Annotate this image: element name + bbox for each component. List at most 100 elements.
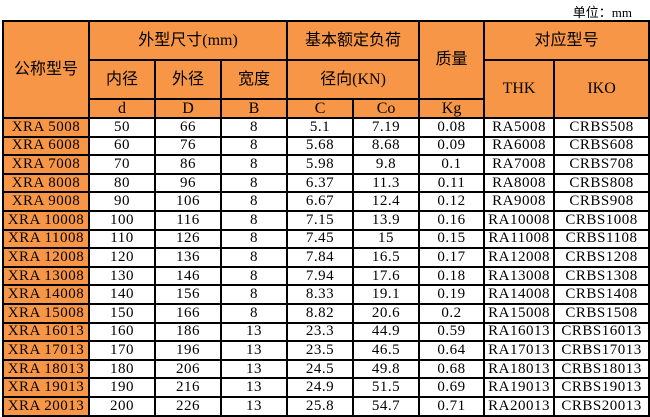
cell-outer-D: 136 [154,247,222,268]
cell-load-C: 7.94 [286,265,355,287]
cell-iko-model: CRBS808 [553,172,650,194]
cell-outer-D: 76 [154,135,222,157]
cell-thk-model: RA10008 [483,209,556,231]
header-model: 公称型号 [2,20,90,119]
cell-width-B: 13 [219,377,289,398]
cell-outer-D: 116 [154,209,222,231]
cell-load-Co: 16.5 [352,247,421,268]
cell-inner-d: 130 [88,265,156,287]
cell-iko-model: CRBS1408 [553,284,650,305]
table-row: XRA 9008 90 106 8 6.67 12.4 0.12 RA9008 CRBS908 [2,191,650,212]
header-d: d [88,98,156,119]
cell-inner-d: 200 [88,395,156,417]
cell-thk-model: RA19013 [483,377,556,398]
cell-outer-D: 146 [154,265,222,287]
header-kg: Kg [418,98,486,119]
header-Co: Co [352,98,421,119]
cell-load-C: 24.5 [286,358,355,380]
cell-mass-kg: 0.17 [418,247,486,268]
table-row: XRA 11008 110 126 8 7.45 15 0.15 RA11008 CRBS110… [2,228,650,250]
cell-mass-kg: 0.64 [418,340,486,361]
cell-outer-D: 206 [154,358,222,380]
cell-model: XRA 15008 [2,302,90,324]
cell-load-Co: 51.5 [352,377,421,398]
table-row: XRA 15008 150 166 8 8.82 20.6 0.2 RA15008 CRBS15… [2,302,650,324]
table-row: XRA 7008 70 86 8 5.98 9.8 0.1 RA7008 CRBS708 [2,154,650,175]
cell-model: XRA 12008 [2,247,90,268]
cell-iko-model: CRBS608 [553,135,650,157]
header-outer: 外径 [154,59,222,100]
cell-model: XRA 19013 [2,377,90,398]
cell-iko-model: CRBS17013 [553,340,650,361]
cell-inner-d: 60 [88,135,156,157]
table-row: XRA 8008 80 96 8 6.37 11.3 0.11 RA8008 CRBS808 [2,172,650,194]
cell-thk-model: RA11008 [483,228,556,250]
cell-iko-model: CRBS18013 [553,358,650,380]
cell-load-Co: 13.9 [352,209,421,231]
cell-model: XRA 16013 [2,321,90,343]
cell-iko-model: CRBS1008 [553,209,650,231]
cell-mass-kg: 0.2 [418,302,486,324]
cell-outer-D: 66 [154,117,222,138]
cell-iko-model: CRBS20013 [553,395,650,417]
cell-load-Co: 15 [352,228,421,250]
cell-load-Co: 9.8 [352,154,421,175]
cell-model: XRA 6008 [2,135,90,157]
table-row: XRA 20013 200 226 13 25.8 54.7 0.71 RA20013 CRBS… [2,395,650,417]
cell-load-C: 6.67 [286,191,355,212]
cell-width-B: 8 [219,154,289,175]
cell-mass-kg: 0.68 [418,358,486,380]
cell-load-C: 7.84 [286,247,355,268]
cell-model: XRA 7008 [2,154,90,175]
table-row: XRA 6008 60 76 8 5.68 8.68 0.09 RA6008 CRBS608 [2,135,650,157]
cell-inner-d: 100 [88,209,156,231]
cell-mass-kg: 0.69 [418,377,486,398]
cell-width-B: 8 [219,172,289,194]
cell-thk-model: RA7008 [483,154,556,175]
cell-outer-D: 196 [154,340,222,361]
cell-model: XRA 5008 [2,117,90,138]
cell-inner-d: 170 [88,340,156,361]
cell-model: XRA 8008 [2,172,90,194]
cell-mass-kg: 0.16 [418,209,486,231]
cell-width-B: 8 [219,247,289,268]
cell-mass-kg: 0.11 [418,172,486,194]
cell-load-C: 23.3 [286,321,355,343]
cell-load-Co: 49.8 [352,358,421,380]
cell-load-C: 8.33 [286,284,355,305]
cell-mass-kg: 0.71 [418,395,486,417]
cell-load-Co: 54.7 [352,395,421,417]
cell-mass-kg: 0.19 [418,284,486,305]
cell-thk-model: RA16013 [483,321,556,343]
header-iko: IKO [553,59,650,119]
cell-load-C: 5.98 [286,154,355,175]
cell-load-C: 23.5 [286,340,355,361]
header-width: 宽度 [219,59,289,100]
cell-inner-d: 180 [88,358,156,380]
cell-load-C: 5.1 [286,117,355,138]
cell-load-C: 7.45 [286,228,355,250]
header-radial: 径向(KN) [286,59,421,100]
header-load: 基本额定负荷 [286,20,421,61]
cell-mass-kg: 0.12 [418,191,486,212]
cell-load-Co: 46.5 [352,340,421,361]
cell-inner-d: 80 [88,172,156,194]
cell-iko-model: CRBS1108 [553,228,650,250]
cell-width-B: 13 [219,358,289,380]
cell-outer-D: 86 [154,154,222,175]
cell-load-Co: 12.4 [352,191,421,212]
cell-outer-D: 166 [154,302,222,324]
cell-inner-d: 110 [88,228,156,250]
table-row: XRA 5008 50 66 8 5.1 7.19 0.08 RA5008 CRBS508 [2,117,650,138]
header-D: D [154,98,222,119]
header-mass: 质量 [418,20,486,100]
cell-model: XRA 17013 [2,340,90,361]
cell-load-Co: 17.6 [352,265,421,287]
cell-width-B: 13 [219,340,289,361]
cell-model: XRA 10008 [2,209,90,231]
cell-outer-D: 226 [154,395,222,417]
header-inner: 内径 [88,59,156,100]
bearing-spec-table: 公称型号 外型尺寸(mm) 基本额定负荷 质量 对应型号 内径 外径 宽度 径向… [2,20,650,417]
cell-width-B: 8 [219,265,289,287]
cell-mass-kg: 0.15 [418,228,486,250]
